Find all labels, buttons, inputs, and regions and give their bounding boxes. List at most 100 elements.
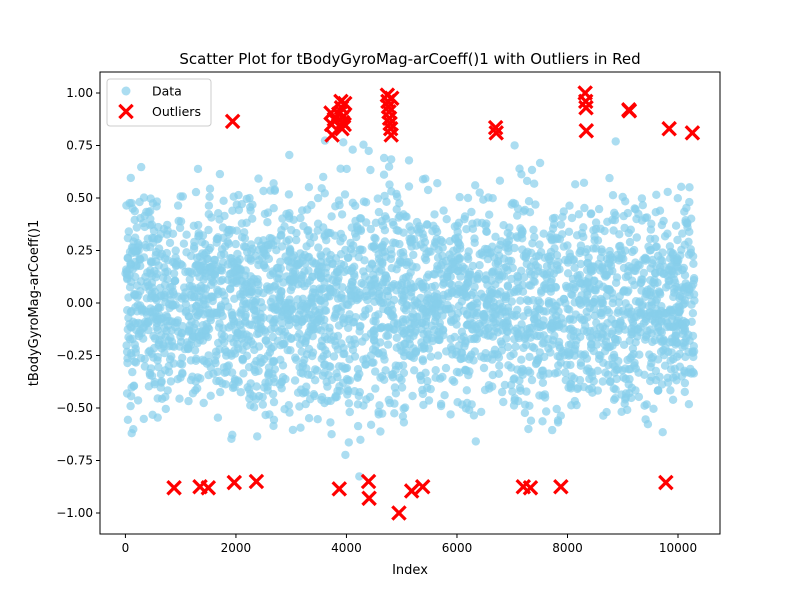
data-point (582, 298, 591, 307)
data-point (454, 301, 464, 311)
outlier-point (226, 474, 243, 491)
data-point (553, 416, 563, 425)
data-point (191, 356, 201, 365)
data-point (587, 339, 596, 349)
data-point (684, 400, 694, 409)
data-point (129, 425, 138, 434)
data-point (160, 280, 170, 289)
data-point (508, 387, 517, 396)
data-point (341, 450, 350, 460)
data-point (417, 338, 426, 347)
data-point (374, 349, 383, 358)
data-point (516, 296, 525, 305)
data-point (141, 272, 150, 282)
data-point (553, 368, 562, 377)
data-point (193, 284, 202, 293)
data-point (371, 384, 380, 393)
data-point (278, 373, 288, 382)
data-point (123, 325, 132, 334)
data-point (320, 368, 329, 377)
data-point (450, 332, 459, 342)
data-point (604, 285, 613, 295)
data-point (454, 284, 463, 294)
data-point (245, 320, 254, 329)
data-point (156, 314, 165, 324)
data-point (539, 338, 549, 347)
data-point (490, 345, 500, 354)
data-point (608, 341, 617, 350)
data-point (187, 293, 196, 302)
data-point (475, 261, 484, 270)
data-point (594, 204, 604, 214)
data-point (668, 395, 678, 404)
data-point (658, 428, 667, 437)
data-point (551, 282, 560, 292)
data-point (650, 234, 660, 244)
data-point (680, 378, 690, 388)
data-point (405, 319, 415, 328)
data-point (392, 286, 401, 295)
data-point (675, 349, 684, 359)
data-point (371, 367, 380, 376)
data-point (356, 321, 365, 331)
data-point (689, 276, 699, 285)
data-point (231, 376, 240, 385)
data-point (337, 210, 347, 219)
data-point (576, 332, 585, 342)
data-point (165, 238, 175, 248)
data-point (470, 347, 479, 356)
data-point (382, 197, 391, 206)
data-point (659, 335, 668, 344)
data-point (285, 150, 294, 160)
data-point (680, 271, 690, 280)
data-point (602, 332, 612, 341)
data-point (399, 368, 409, 378)
data-point (487, 294, 496, 304)
data-point (424, 344, 433, 353)
data-point (275, 294, 284, 303)
data-point (269, 269, 278, 278)
data-point (576, 259, 585, 269)
outlier-point (331, 481, 348, 497)
data-point (452, 244, 462, 253)
data-point (529, 225, 538, 234)
y-tick-label: −1.00 (56, 506, 93, 520)
data-point (316, 273, 325, 282)
data-point (340, 267, 349, 277)
data-point (381, 271, 390, 280)
data-point (293, 388, 303, 397)
data-point (462, 398, 472, 408)
data-point (619, 211, 628, 221)
data-point (304, 414, 314, 423)
data-point (290, 267, 300, 277)
data-point (229, 192, 238, 201)
data-point (308, 302, 318, 311)
data-point (212, 308, 222, 318)
data-point (471, 437, 480, 446)
data-point (178, 353, 187, 362)
data-point (443, 289, 453, 298)
data-point (234, 205, 244, 215)
data-point (313, 193, 323, 203)
data-point (432, 293, 442, 302)
data-point (680, 387, 689, 397)
data-point (550, 213, 559, 223)
data-point (154, 363, 163, 372)
data-point (607, 315, 616, 324)
data-point (517, 266, 526, 275)
data-point (656, 347, 666, 356)
data-point (252, 306, 261, 316)
data-point (176, 217, 186, 226)
data-point (513, 211, 522, 220)
data-point (378, 241, 387, 250)
data-point (646, 245, 655, 255)
y-tick-label: −0.25 (56, 349, 93, 363)
data-point (603, 370, 613, 379)
data-point (385, 398, 395, 408)
data-point (123, 354, 132, 363)
data-point (612, 273, 622, 282)
data-point (181, 294, 190, 303)
data-point (465, 405, 474, 415)
legend-data-marker (121, 86, 131, 96)
data-point (513, 287, 522, 296)
